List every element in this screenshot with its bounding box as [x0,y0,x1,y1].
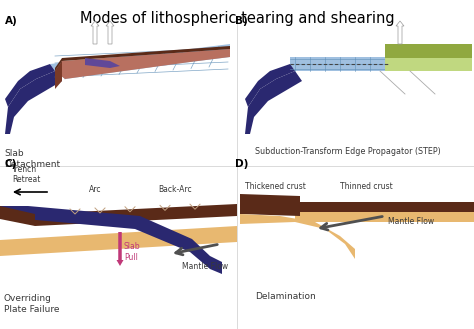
Polygon shape [240,214,355,259]
Polygon shape [295,212,474,222]
Text: C): C) [5,159,18,169]
Text: Slab
Detachment: Slab Detachment [4,149,60,169]
Polygon shape [85,58,120,68]
Text: Back-Arc: Back-Arc [158,185,192,194]
Text: Trench
Retreat: Trench Retreat [12,164,40,184]
Text: Overriding
Plate Failure: Overriding Plate Failure [4,294,60,314]
FancyArrow shape [106,21,114,44]
Text: Arc: Arc [89,185,101,194]
Polygon shape [5,71,62,134]
Polygon shape [55,46,230,71]
Text: D): D) [235,159,248,169]
Polygon shape [0,226,237,256]
Polygon shape [245,71,302,134]
Polygon shape [385,44,472,71]
Text: Thickened crust: Thickened crust [245,182,306,191]
Polygon shape [35,204,237,226]
Polygon shape [385,44,472,58]
Polygon shape [55,49,230,79]
FancyArrow shape [117,232,124,266]
FancyArrow shape [396,21,404,44]
Polygon shape [295,202,474,212]
Text: Mantle Flow: Mantle Flow [182,262,228,271]
Polygon shape [240,194,300,216]
Text: Slab
Pull: Slab Pull [124,242,141,262]
Polygon shape [5,64,55,107]
Polygon shape [245,64,295,107]
Text: Subduction-Transform Edge Propagator (STEP): Subduction-Transform Edge Propagator (ST… [255,147,441,156]
Polygon shape [0,206,35,226]
FancyArrow shape [91,21,99,44]
Text: B): B) [235,16,248,26]
Text: Thinned crust: Thinned crust [340,182,393,191]
Text: Delamination: Delamination [255,292,316,301]
Text: A): A) [5,16,18,26]
Polygon shape [0,206,222,274]
Polygon shape [50,44,230,79]
Text: Modes of lithospheric tearing and shearing: Modes of lithospheric tearing and sheari… [80,11,394,26]
Text: Mantle Flow: Mantle Flow [388,217,434,226]
Polygon shape [290,57,385,71]
Polygon shape [55,61,62,89]
